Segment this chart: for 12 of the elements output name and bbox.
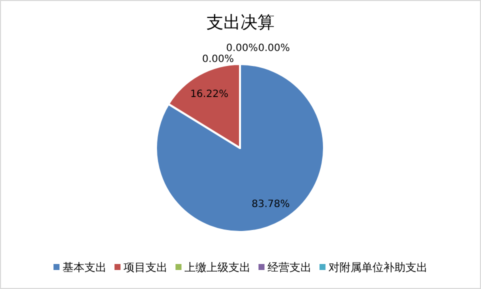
data-label: 83.78% [252, 198, 290, 210]
chart-title: 支出决算 [206, 13, 274, 33]
text: 0.00% [226, 43, 258, 54]
data-label: 16.22% [190, 89, 228, 100]
text: 0.00% [202, 54, 234, 65]
legend-label: 上缴上级支出 [184, 261, 250, 274]
legend-label: 项目支出 [124, 261, 168, 274]
text: 0.00% [258, 43, 290, 54]
legend-label: 经营支出 [268, 261, 312, 274]
legend-label: 基本支出 [62, 261, 106, 274]
legend-label: 对附属单位补助支出 [328, 261, 428, 274]
pie-slice [155, 63, 325, 233]
